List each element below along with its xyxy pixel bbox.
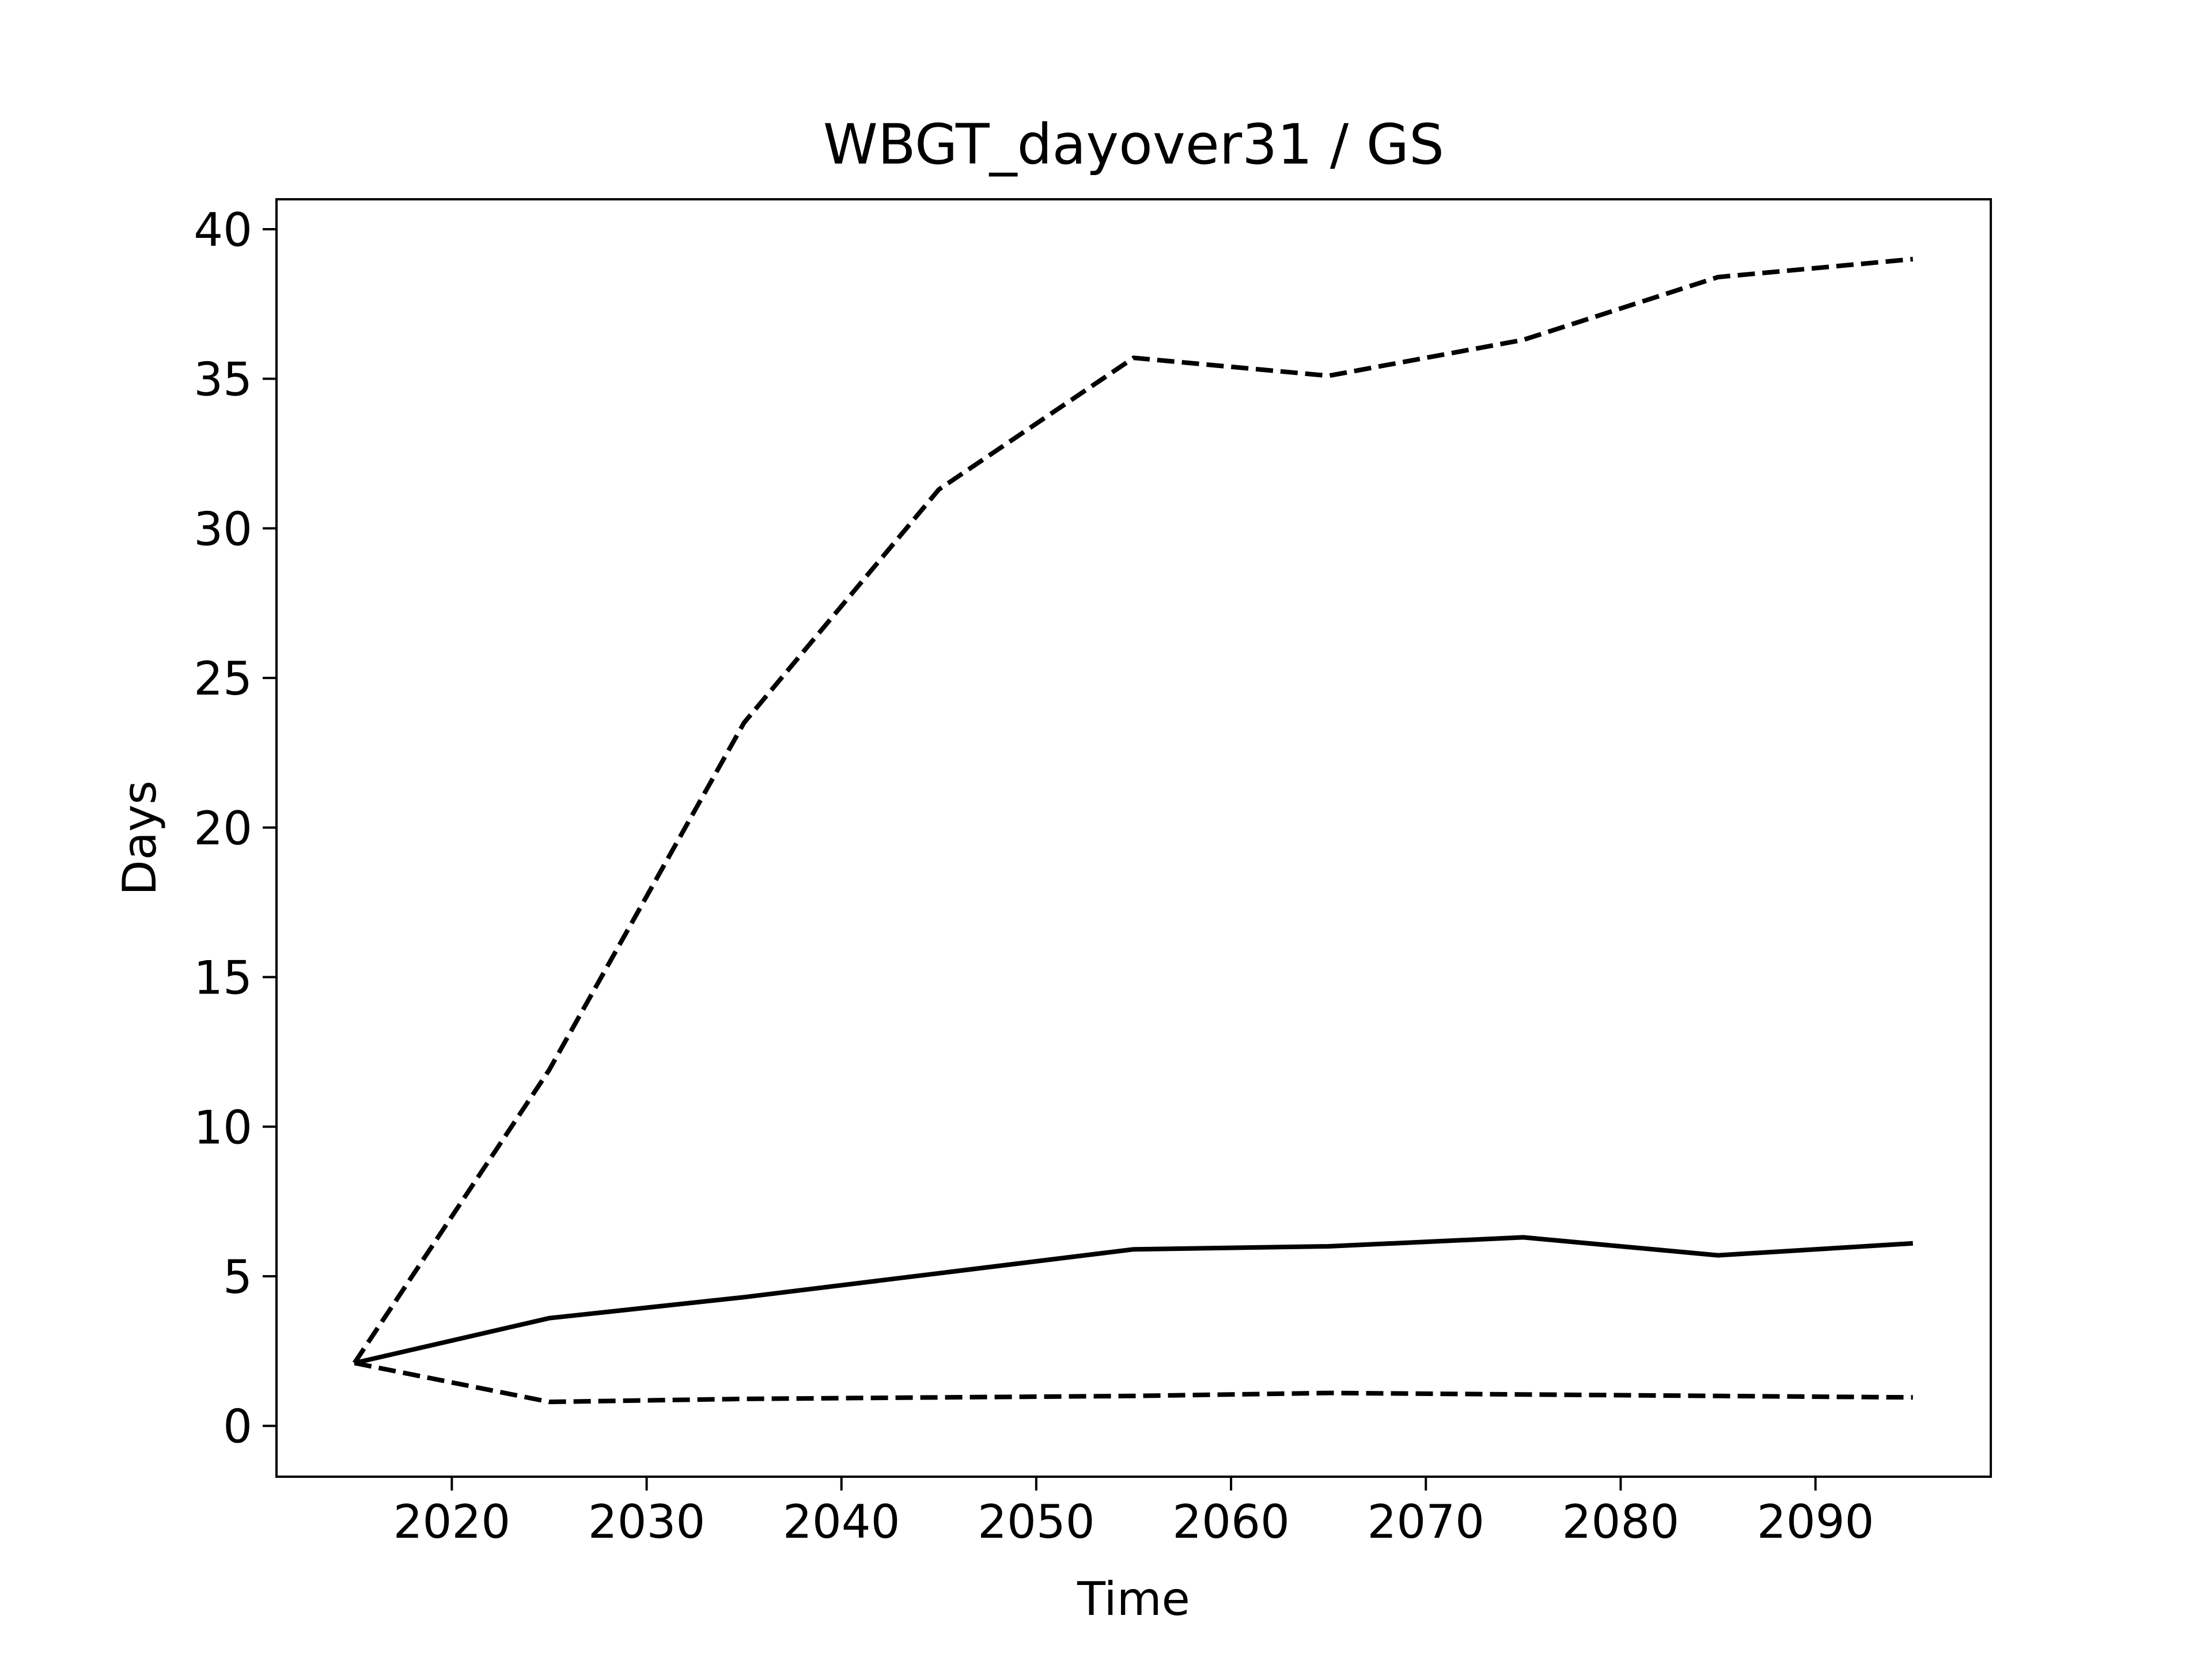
x-tick-label: 2070: [1367, 1495, 1484, 1549]
y-tick-label: 5: [223, 1250, 252, 1304]
y-tick-label: 10: [194, 1101, 252, 1154]
x-axis-label: Time: [1077, 1572, 1190, 1626]
y-tick-label: 20: [194, 802, 252, 855]
y-tick-label: 30: [194, 502, 252, 556]
series-line-2: [354, 1235, 1913, 1366]
x-tick-label: 2080: [1562, 1495, 1680, 1549]
plot-frame: [275, 198, 1992, 1478]
x-tick-label: 2020: [393, 1495, 511, 1549]
y-axis: 0 5 10 15 20 25 30 35 40: [194, 203, 276, 1454]
y-tick-label: 15: [194, 951, 252, 1005]
series-line-3: [354, 1360, 1913, 1405]
x-tick-label: 2040: [783, 1495, 900, 1549]
y-axis-label: Days: [113, 780, 166, 896]
x-tick-label: 2030: [588, 1495, 706, 1549]
x-tick-label: 2060: [1172, 1495, 1290, 1549]
y-tick-label: 25: [194, 652, 252, 706]
series-line-1: [352, 256, 1914, 1364]
x-tick-label: 2050: [978, 1495, 1095, 1549]
chart-title: WBGT_dayover31 / GS: [823, 112, 1444, 177]
y-tick-label: 0: [223, 1400, 252, 1454]
x-axis: 2020 2030 2040 2050 2060 2070 2080 2090: [393, 1477, 1874, 1549]
series-layer: [352, 256, 1914, 1405]
x-tick-label: 2090: [1757, 1495, 1874, 1549]
y-tick-label: 40: [194, 203, 252, 257]
y-tick-label: 35: [194, 353, 252, 407]
